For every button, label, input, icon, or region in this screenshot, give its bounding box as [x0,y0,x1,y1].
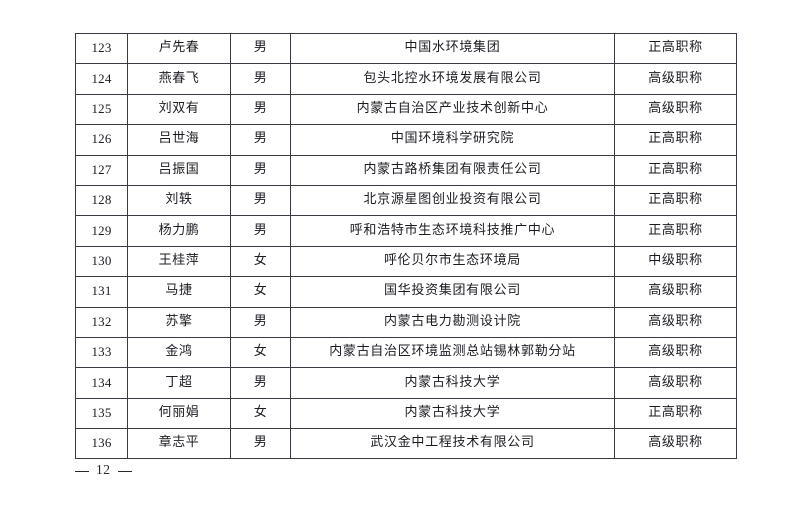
cell-gender: 女 [230,336,291,369]
approved-personnel-table-container: 123 卢先春男中国水环境集团 正高职称 124 燕春飞男包头北控水环境发展有限公司 高级… [75,32,737,460]
cell-organization: 呼和浩特市生态环境科技推广中心 [290,215,615,247]
footer-dash-right-icon [117,470,132,472]
cell-professional-title: 中级职称 [614,245,737,278]
cell-organization: 武汉金中工程技术有限公司 [290,428,615,460]
table-body: 123 卢先春男中国水环境集团 正高职称 124 燕春飞男包头北控水环境发展有限公司 高级… [75,32,737,460]
cell-gender: 男 [230,215,291,247]
cell-person-name: 苏擎 [127,306,231,338]
table-row: 123 卢先春男中国水环境集团 正高职称 [75,32,737,65]
cell-serial-number: 126 [75,124,128,156]
cell-gender: 男 [230,154,291,186]
cell-professional-title: 高级职称 [614,428,737,460]
cell-serial-number: 129 [75,215,128,247]
cell-person-name: 何丽娟 [127,397,231,430]
cell-organization: 内蒙古电力勘测设计院 [290,306,615,338]
cell-gender: 女 [230,245,291,278]
table-row: 129 杨力鹏男呼和浩特市生态环境科技推广中心 正高职称 [75,215,737,247]
approved-personnel-table: 123 卢先春男中国水环境集团 正高职称 124 燕春飞男包头北控水环境发展有限公司 高级… [75,32,737,460]
cell-professional-title: 高级职称 [614,63,737,95]
table-row: 136 章志平男武汉金中工程技术有限公司 高级职称 [75,428,737,460]
table-row: 133 金鸿女内蒙古自治区环境监测总站锡林郭勒分站 高级职称 [75,336,737,369]
table-row: 130 王桂萍女呼伦贝尔市生态环境局 中级职称 [75,245,737,278]
cell-person-name: 卢先春 [127,32,231,65]
cell-person-name: 刘双有 [127,93,231,126]
cell-organization: 内蒙古自治区产业技术创新中心 [290,93,615,126]
table-row: 125 刘双有男内蒙古自治区产业技术创新中心 高级职称 [75,93,737,126]
cell-professional-title: 高级职称 [614,336,737,369]
table-row: 134 丁超男内蒙古科技大学 高级职称 [75,367,737,399]
cell-serial-number: 135 [75,397,128,430]
cell-serial-number: 133 [75,336,128,369]
table-row: 128 刘轶男北京源星图创业投资有限公司 正高职称 [75,184,737,217]
cell-professional-title: 正高职称 [614,154,737,186]
cell-gender: 女 [230,397,291,430]
cell-serial-number: 132 [75,306,128,338]
cell-person-name: 金鸿 [127,336,231,369]
cell-serial-number: 125 [75,93,128,126]
cell-professional-title: 正高职称 [614,184,737,217]
cell-person-name: 章志平 [127,428,231,460]
cell-serial-number: 127 [75,154,128,186]
cell-professional-title: 正高职称 [614,215,737,247]
table-row: 124 燕春飞男包头北控水环境发展有限公司 高级职称 [75,63,737,95]
cell-gender: 男 [230,32,291,65]
cell-gender: 男 [230,367,291,399]
footer-dash-left-icon [75,470,89,472]
cell-person-name: 杨力鹏 [127,215,231,247]
cell-organization: 内蒙古科技大学 [290,397,615,430]
cell-serial-number: 131 [75,276,128,308]
cell-serial-number: 128 [75,184,128,217]
cell-gender: 男 [230,63,291,95]
cell-professional-title: 高级职称 [614,93,737,126]
cell-gender: 男 [230,93,291,126]
cell-serial-number: 130 [75,245,128,278]
cell-professional-title: 正高职称 [614,124,737,156]
cell-organization: 呼伦贝尔市生态环境局 [290,245,615,278]
cell-gender: 女 [230,276,291,308]
cell-serial-number: 123 [75,32,128,65]
cell-person-name: 刘轶 [127,184,231,217]
cell-organization: 国华投资集团有限公司 [290,276,615,308]
cell-person-name: 马捷 [127,276,231,308]
cell-organization: 内蒙古科技大学 [290,367,615,399]
cell-serial-number: 136 [75,428,128,460]
table-row: 131 马捷女国华投资集团有限公司 高级职称 [75,276,737,308]
table-row: 132 苏擎男内蒙古电力勘测设计院 高级职称 [75,306,737,338]
cell-person-name: 燕春飞 [127,63,231,95]
table-row: 126 吕世海男中国环境科学研究院 正高职称 [75,124,737,156]
cell-gender: 男 [230,306,291,338]
table-row: 127 吕振国男内蒙古路桥集团有限责任公司 正高职称 [75,154,737,186]
cell-serial-number: 124 [75,63,128,95]
cell-person-name: 丁超 [127,367,231,399]
cell-gender: 男 [230,184,291,217]
cell-organization: 内蒙古自治区环境监测总站锡林郭勒分站 [290,336,615,369]
cell-person-name: 吕振国 [127,154,231,186]
cell-gender: 男 [230,428,291,460]
cell-organization: 北京源星图创业投资有限公司 [290,184,615,217]
page-footer: 12 [75,462,275,478]
cell-professional-title: 正高职称 [614,32,737,65]
cell-serial-number: 134 [75,367,128,399]
cell-professional-title: 高级职称 [614,276,737,308]
cell-organization: 包头北控水环境发展有限公司 [290,63,615,95]
cell-organization: 中国环境科学研究院 [290,124,615,156]
cell-person-name: 吕世海 [127,124,231,156]
cell-professional-title: 高级职称 [614,367,737,399]
cell-professional-title: 高级职称 [614,306,737,338]
cell-organization: 内蒙古路桥集团有限责任公司 [290,154,615,186]
cell-gender: 男 [230,124,291,156]
table-row: 135 何丽娟女内蒙古科技大学 正高职称 [75,397,737,430]
cell-person-name: 王桂萍 [127,245,231,278]
cell-organization: 中国水环境集团 [290,32,615,65]
cell-professional-title: 正高职称 [614,397,737,430]
footer-page-number: 12 [96,462,111,477]
